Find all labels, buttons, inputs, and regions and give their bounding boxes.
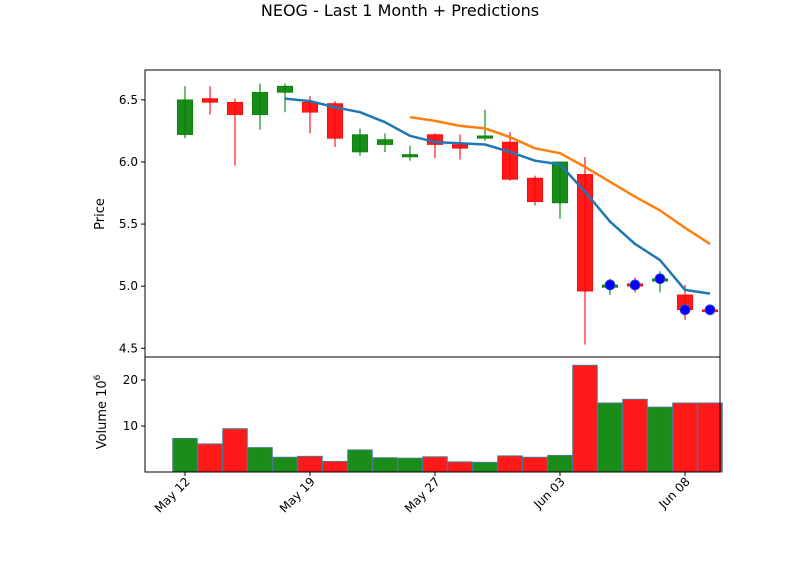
volume-axis-label: Volume 106 — [93, 374, 110, 449]
x-tick-label: May 12 — [152, 475, 193, 516]
volume-y-axis: 10 20 — [123, 373, 145, 433]
candle-body — [177, 100, 193, 135]
candle-body — [202, 99, 218, 103]
candle-body — [502, 142, 518, 179]
price-tick-label: 4.5 — [119, 341, 138, 355]
candle-body — [377, 140, 393, 145]
x-tick-label: Jun 03 — [530, 475, 567, 512]
volume-bar — [198, 444, 223, 472]
volume-bar — [523, 457, 548, 472]
volume-bar — [423, 457, 448, 472]
volume-bar — [173, 438, 198, 472]
price-y-axis: 4.5 5.0 5.5 6.0 6.5 — [119, 93, 145, 355]
prediction-point — [605, 280, 615, 290]
volume-bar — [698, 403, 723, 472]
candle-body — [277, 86, 293, 92]
volume-bar — [223, 429, 248, 472]
x-tick-label: Jun 08 — [655, 475, 692, 512]
prediction-point — [630, 280, 640, 290]
candle-body — [402, 154, 418, 156]
prediction-point — [705, 305, 715, 315]
volume-axis-label-text: Volume 10 — [95, 380, 110, 449]
candle-body — [452, 145, 468, 149]
volume-bar — [323, 461, 348, 472]
price-tick-label: 5.5 — [119, 217, 138, 231]
price-axis-label: Price — [93, 198, 108, 230]
volume-bar — [398, 458, 423, 472]
chart-title: NEOG - Last 1 Month + Predictions — [261, 1, 539, 20]
candle-body — [352, 135, 368, 152]
candle-body — [302, 102, 318, 112]
volume-bar — [648, 407, 673, 472]
prediction-point — [680, 305, 690, 315]
volume-axis-exponent: 6 — [93, 374, 103, 380]
candle-body — [227, 102, 243, 114]
candle-body — [527, 178, 543, 202]
volume-bar — [623, 399, 648, 472]
volume-bar — [348, 450, 373, 472]
x-tick-label: May 27 — [402, 475, 443, 516]
x-axis: May 12 May 19 May 27 Jun 03 Jun 08 — [152, 472, 693, 516]
volume-bar — [373, 458, 398, 472]
prediction-point — [655, 274, 665, 284]
volume-tick-label: 20 — [123, 373, 138, 387]
volume-bar — [473, 462, 498, 472]
volume-bar — [598, 403, 623, 472]
candle-body — [552, 162, 568, 203]
volume-bar — [548, 455, 573, 472]
volume-bar — [498, 456, 523, 472]
price-tick-label: 5.0 — [119, 279, 138, 293]
price-tick-label: 6.0 — [119, 155, 138, 169]
volume-bars — [173, 365, 723, 472]
candle-body — [252, 92, 268, 114]
volume-bar — [248, 448, 273, 472]
volume-bar — [448, 462, 473, 472]
volume-bar — [673, 403, 698, 472]
volume-bar — [573, 365, 598, 472]
volume-bar — [298, 456, 323, 472]
price-tick-label: 6.5 — [119, 93, 138, 107]
candle-body — [477, 136, 493, 138]
x-tick-label: May 19 — [277, 475, 318, 516]
volume-bar — [273, 457, 298, 472]
volume-tick-label: 10 — [123, 419, 138, 433]
